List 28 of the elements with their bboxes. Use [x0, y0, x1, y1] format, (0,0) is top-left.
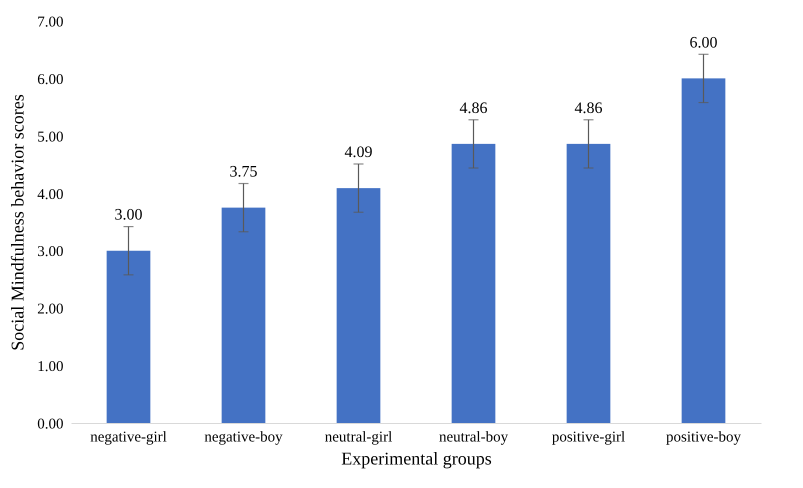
- data-label: 4.86: [574, 100, 602, 117]
- data-label: 4.86: [460, 100, 488, 117]
- x-tick-label: negative-boy: [204, 430, 284, 446]
- bar: [222, 208, 266, 423]
- y-tick-label: 6.00: [37, 72, 64, 88]
- data-label: 3.00: [114, 206, 142, 224]
- y-tick-label: 5.00: [37, 129, 64, 146]
- x-tick-label: neutral-boy: [438, 430, 509, 446]
- y-axis-title: Social Mindfulness behavior scores: [7, 94, 28, 351]
- data-label: 6.00: [690, 34, 718, 52]
- y-tick-label: 0.00: [37, 416, 64, 432]
- x-axis-title: Experimental groups: [341, 448, 492, 468]
- x-tick-label: positive-boy: [666, 430, 742, 446]
- x-tick-label: neutral-girl: [324, 430, 392, 446]
- bar: [106, 250, 150, 423]
- bar: [336, 188, 380, 423]
- y-tick-label: 4.00: [37, 186, 64, 203]
- y-tick-label: 1.00: [37, 359, 64, 376]
- data-label: 4.09: [344, 144, 372, 161]
- bar: [566, 144, 610, 423]
- bar: [452, 144, 496, 423]
- y-tick-label: 7.00: [37, 14, 64, 30]
- y-tick-label: 3.00: [37, 244, 64, 260]
- x-tick-label: negative-girl: [90, 430, 167, 446]
- x-tick-label: positive-girl: [552, 430, 626, 446]
- bar: [682, 78, 726, 423]
- y-tick-label: 2.00: [37, 302, 64, 318]
- data-label: 3.75: [230, 164, 258, 181]
